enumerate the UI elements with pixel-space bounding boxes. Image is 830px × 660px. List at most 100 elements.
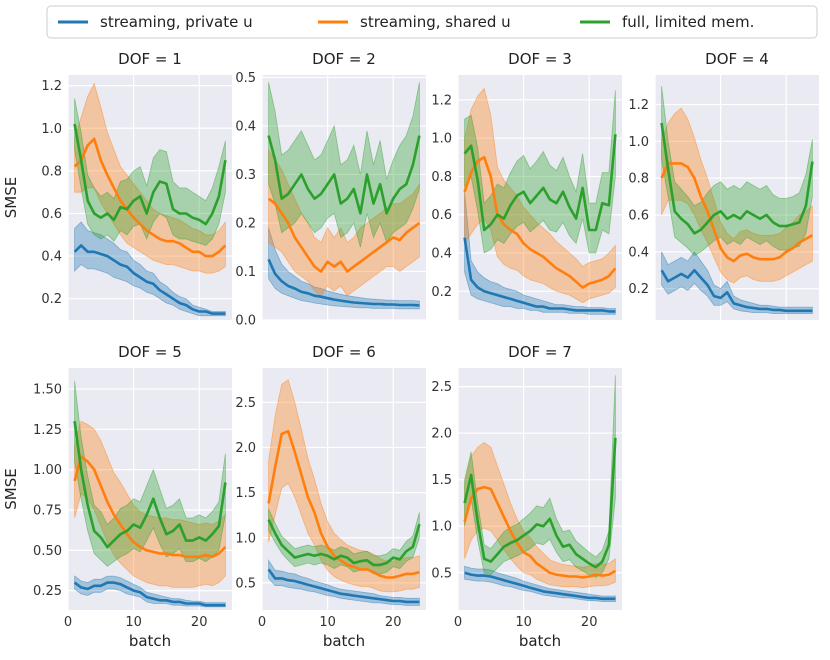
y-tick-label: 0.4 <box>628 245 649 260</box>
plot-area <box>458 368 622 610</box>
y-tick-label: 1.0 <box>431 520 452 535</box>
y-tick-label: 1.25 <box>33 423 62 438</box>
series-layer <box>267 379 421 606</box>
band-series-2 <box>74 420 226 588</box>
x-axis-label: batch <box>323 632 365 650</box>
y-tick-label: 0.8 <box>628 172 649 187</box>
band-series-3 <box>74 98 226 246</box>
plot-area <box>68 75 232 320</box>
series-layer <box>73 380 227 608</box>
y-tick-label: 0.6 <box>41 207 62 222</box>
panel-title: DOF = 5 <box>118 343 182 361</box>
y-tick-label: 1.5 <box>235 486 256 501</box>
y-tick-label: 1.2 <box>41 79 62 94</box>
y-tick-label: 0.75 <box>33 503 62 518</box>
y-tick-label: 0.2 <box>628 282 649 297</box>
band-series-1 <box>661 251 813 314</box>
panel-dof-4: DOF = 4 0.2 0.4 0.6 0.8 1.0 1.2 <box>628 50 819 320</box>
line-series-2 <box>267 429 420 579</box>
x-axis-label: batch <box>129 632 171 650</box>
panel-title: DOF = 7 <box>508 343 572 361</box>
series-layer <box>267 82 421 310</box>
band-series-2 <box>464 442 616 589</box>
y-axis-label: SMSE <box>2 177 20 218</box>
band-series-1 <box>74 221 226 317</box>
y-tick-label: 0.4 <box>235 119 256 134</box>
line-series-2 <box>73 455 227 559</box>
y-tick-label: 0.8 <box>431 170 452 185</box>
line-series-3 <box>73 421 227 549</box>
plot-area <box>262 75 426 320</box>
legend-entry-2: streaming, shared u <box>360 13 511 31</box>
line-series-2 <box>660 162 814 263</box>
band-series-1 <box>464 565 616 602</box>
y-tick-label: 0.8 <box>41 164 62 179</box>
band-series-2 <box>661 107 813 284</box>
plot-area <box>262 368 426 610</box>
x-tick-label: 20 <box>191 615 208 630</box>
panel-dof-5: DOF = 5 0.25 0.50 0.75 1.00 1.25 1.50 0 10 20 batc… <box>2 343 232 650</box>
line-series-3 <box>267 135 421 215</box>
series-layer <box>463 375 617 602</box>
x-tick-label: 0 <box>454 615 462 630</box>
x-axis-label: batch <box>519 632 561 650</box>
line-series-1 <box>463 237 616 313</box>
y-tick-label: 1.0 <box>41 122 62 137</box>
y-tick-label: 0.6 <box>628 209 649 224</box>
y-tick-label: 1.2 <box>431 93 452 108</box>
y-tick-label: 2.5 <box>431 380 452 395</box>
panel-dof-7: DOF = 7 0.5 1.0 1.5 2.0 2.5 0 10 20 batch <box>431 343 622 650</box>
y-tick-label: 1.0 <box>431 132 452 147</box>
panel-title: DOF = 4 <box>705 50 769 68</box>
y-tick-label: 0.2 <box>41 292 62 307</box>
y-tick-label: 1.2 <box>628 98 649 113</box>
y-tick-label: 0.5 <box>431 566 452 581</box>
legend-entry-3: full, limited mem. <box>622 13 754 31</box>
panel-dof-6: DOF = 6 0.5 1.0 1.5 2.0 2.5 0 10 20 batch <box>235 343 426 650</box>
band-series-2 <box>268 148 420 297</box>
y-tick-label: 0.0 <box>235 314 256 329</box>
x-tick-label: 0 <box>258 615 266 630</box>
series-layer <box>463 87 617 315</box>
y-tick-label: 2.0 <box>235 441 256 456</box>
panel-title: DOF = 2 <box>312 50 376 68</box>
panel-title: DOF = 6 <box>312 343 376 361</box>
legend: streaming, private u streaming, shared u f… <box>46 5 818 39</box>
band-series-3 <box>661 86 813 257</box>
y-tick-label: 1.00 <box>33 463 62 478</box>
line-series-2 <box>73 137 227 258</box>
line-series-3 <box>660 122 814 235</box>
x-tick-label: 0 <box>64 615 72 630</box>
x-tick-label: 10 <box>515 615 532 630</box>
band-series-3 <box>74 380 226 567</box>
panel-title: DOF = 1 <box>118 50 182 68</box>
line-series-1 <box>267 258 420 307</box>
line-series-3 <box>463 134 617 232</box>
y-tick-label: 0.2 <box>235 216 256 231</box>
y-tick-label: 0.5 <box>235 576 256 591</box>
y-tick-label: 2.0 <box>431 427 452 442</box>
panel-dof-1: DOF = 1 0.2 0.4 0.6 0.8 1.0 1.2 SMSE <box>2 50 232 320</box>
line-series-2 <box>267 197 421 273</box>
line-series-3 <box>267 519 421 567</box>
band-series-2 <box>268 379 420 593</box>
line-series-1 <box>267 568 420 604</box>
plot-area <box>68 368 232 610</box>
line-series-3 <box>73 123 227 226</box>
x-tick-label: 20 <box>581 615 598 630</box>
y-tick-label: 1.50 <box>33 382 62 397</box>
band-series-3 <box>268 508 420 575</box>
series-layer <box>660 86 814 314</box>
x-tick-label: 20 <box>385 615 402 630</box>
y-tick-label: 0.2 <box>431 285 452 300</box>
legend-entry-1: streaming, private u <box>100 13 253 31</box>
y-tick-label: 0.6 <box>431 208 452 223</box>
y-tick-label: 2.5 <box>235 396 256 411</box>
y-tick-label: 0.5 <box>235 71 256 86</box>
panel-title: DOF = 3 <box>508 50 572 68</box>
band-series-1 <box>268 227 420 310</box>
band-series-3 <box>268 82 420 248</box>
line-series-1 <box>660 269 813 313</box>
y-tick-label: 0.3 <box>235 168 256 183</box>
